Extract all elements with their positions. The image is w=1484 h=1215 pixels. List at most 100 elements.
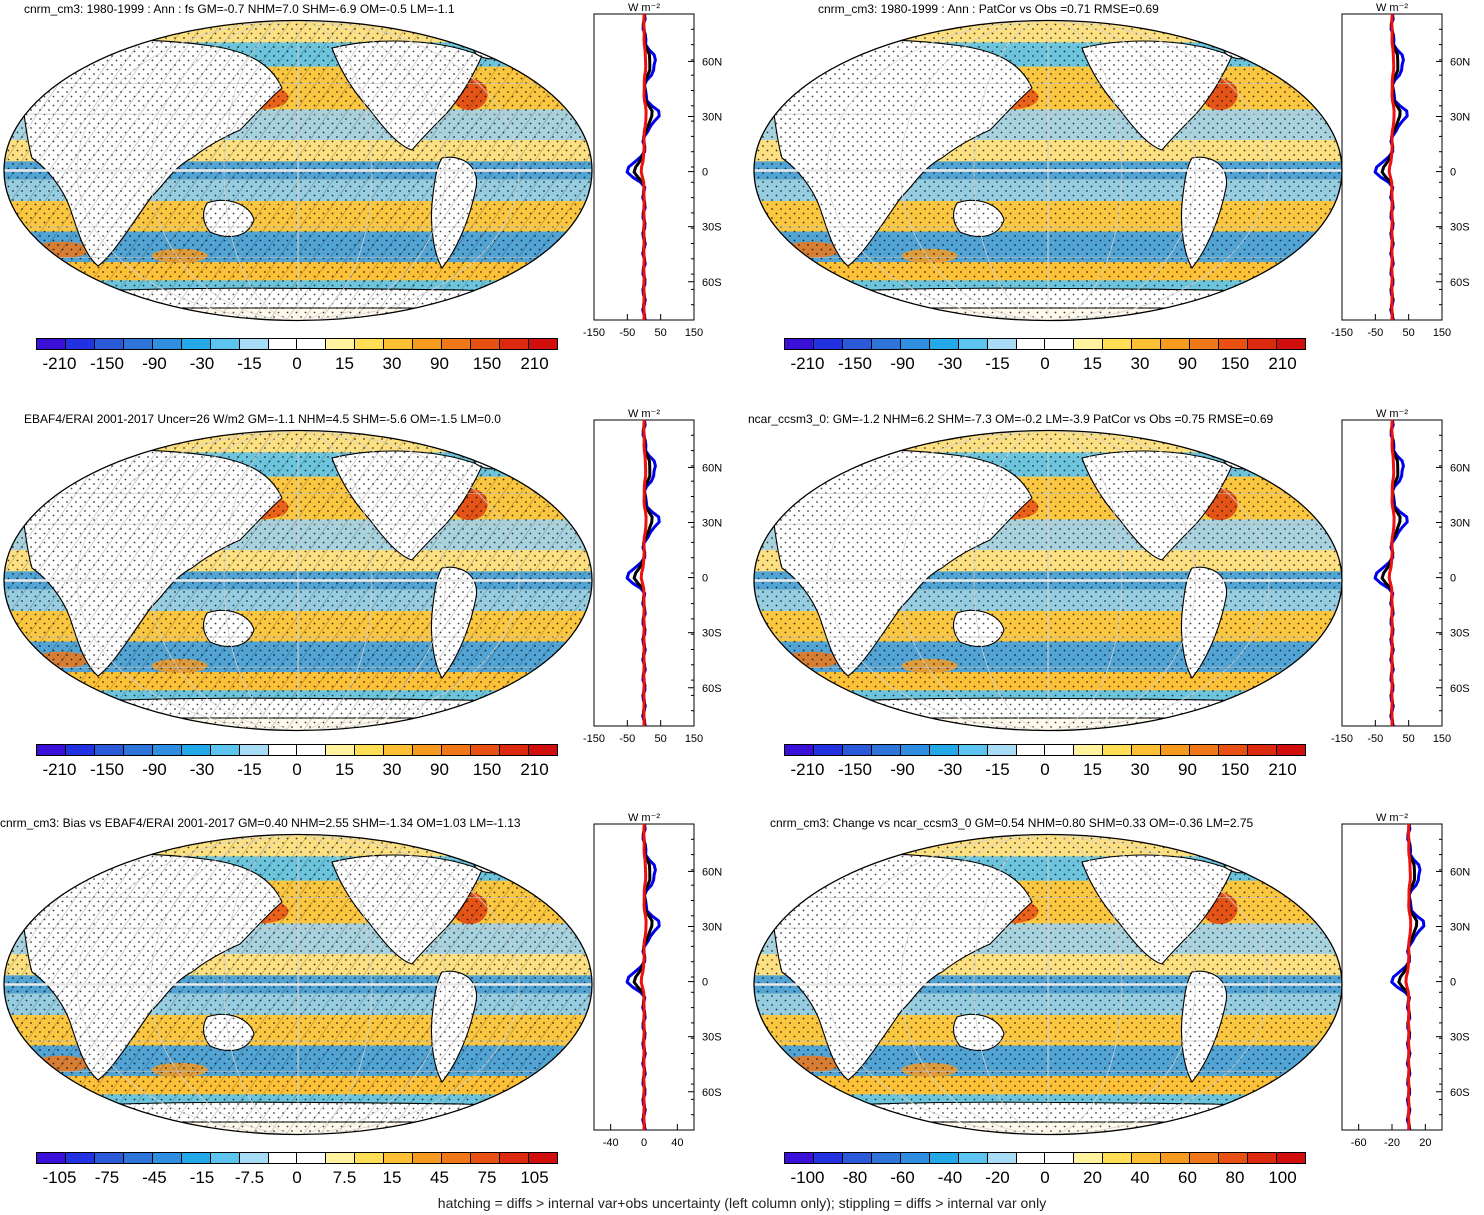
lat-label: 60S [702,1087,722,1099]
colorbar-swatch [384,1153,414,1163]
colorbar-swatch [297,1153,327,1163]
colorbar-label: -30 [189,760,215,779]
colorbar-label: -90 [890,760,915,779]
panel-6: cnrm_cm3: Change vs ncar_ccsm3_0 GM=0.54… [748,808,1484,1198]
zonal-unit: W m⁻² [628,408,660,420]
zonal-unit: W m⁻² [628,812,660,824]
colorbar-swatch [785,339,814,349]
colorbar-swatch [871,1153,901,1163]
colorbar-label: -30 [189,354,215,373]
colorbar-label: 45 [430,1168,449,1187]
colorbar-swatch [37,339,66,349]
colorbar-swatch [210,339,240,349]
colorbar-label: -80 [842,1168,868,1187]
colorbar-swatch [958,339,988,349]
colorbar-swatch [842,745,872,755]
colorbar-swatch [181,1153,211,1163]
colorbar-swatch [958,745,988,755]
x-tick-label: 150 [685,733,703,745]
colorbar-label: -40 [937,1168,963,1187]
x-tick-label: 150 [1433,327,1451,339]
panel-4: ncar_ccsm3_0: GM=-1.2 NHM=6.2 SHM=-7.3 O… [748,404,1484,804]
colorbar-swatch [355,745,385,755]
lat-label: 60N [1450,56,1470,68]
colorbar-swatch [181,339,211,349]
colorbar-swatch [326,339,356,349]
colorbar [36,744,558,756]
colorbar-swatch [239,1153,269,1163]
lat-label: 60S [1450,683,1470,695]
colorbar-swatch [471,339,500,349]
colorbar-label: -30 [937,760,963,779]
colorbar-label: 30 [1130,354,1150,373]
world-map [753,19,1343,322]
colorbar-swatch [152,339,182,349]
lat-label: 0 [702,977,708,989]
colorbar-label: 75 [477,1168,497,1187]
colorbar-swatch [813,1153,843,1163]
panel-1: cnrm_cm3: 1980-1999 : Ann : fs GM=-0.7 N… [0,0,740,400]
zonal-curve-red [1387,419,1396,727]
colorbar-label: 150 [1220,760,1250,779]
panel-5: cnrm_cm3: Bias vs EBAF4/ERAI 2001-2017 G… [0,808,740,1198]
colorbar-swatch [1248,745,1277,755]
colorbar-label: 0 [292,354,302,373]
colorbar-label: 60 [1178,1168,1197,1187]
colorbar-swatch [152,745,182,755]
panel-title: cnrm_cm3: Change vs ncar_ccsm3_0 GM=0.54… [770,816,1254,830]
colorbar-label: -15 [985,354,1010,373]
zonal-curve-red [639,419,648,727]
colorbar-swatch [900,745,930,755]
colorbar-label: 90 [430,354,449,373]
lat-label: 30N [1450,112,1470,124]
colorbar-label: 210 [1268,354,1297,373]
lat-label: 0 [1450,977,1456,989]
colorbar-label: -7.5 [234,1168,265,1187]
colorbar-swatch [268,1153,298,1163]
colorbar-swatch [929,745,959,755]
colorbar-swatch [239,339,269,349]
world-map [3,833,593,1136]
x-tick-label: 50 [655,327,667,339]
colorbar [36,1152,558,1164]
colorbar-label: 15 [382,1168,402,1187]
zonal-curve-red [639,13,648,321]
colorbar-swatch [1132,745,1162,755]
colorbar-swatch [355,1153,385,1163]
colorbar-swatch [785,1153,814,1163]
colorbar-label: -105 [42,1168,77,1187]
colorbar-swatch [842,1153,872,1163]
x-tick-label: -50 [619,733,635,745]
lat-label: 0 [702,573,708,585]
zonal-unit: W m⁻² [1376,408,1408,420]
colorbar-swatch [1103,1153,1133,1163]
colorbar-label: 30 [1130,760,1150,779]
colorbar [784,338,1306,350]
panel-title: EBAF4/ERAI 2001-2017 Uncer=26 W/m2 GM=-1… [24,412,501,426]
colorbar-swatch [528,745,557,755]
colorbar-label: -30 [937,354,963,373]
colorbar-label: 20 [1083,1168,1102,1187]
colorbar-swatch [1103,339,1133,349]
colorbar-swatch [210,1153,240,1163]
colorbar-swatch [987,745,1017,755]
colorbar-label: -150 [89,354,124,373]
lat-label: 30S [1450,222,1470,234]
colorbar-swatch [785,745,814,755]
colorbar-swatch [987,339,1017,349]
colorbar-swatch [929,1153,959,1163]
colorbar-swatch [123,1153,153,1163]
lat-label: 30N [1450,518,1470,530]
colorbar-swatch [1045,339,1075,349]
panel-title: cnrm_cm3: 1980-1999 : Ann : fs GM=-0.7 N… [24,2,455,16]
colorbar-swatch [871,339,901,349]
colorbar-swatch [268,339,298,349]
colorbar-label: -210 [790,354,825,373]
colorbar-label: 30 [382,354,402,373]
colorbar-label: 15 [335,354,354,373]
colorbar [36,338,558,350]
colorbar-swatch [442,1153,472,1163]
colorbar-swatch [413,339,443,349]
zonal-mean-plot: W m⁻² 60N 30N 0 30S 60S -150 -50 50 150 [583,2,722,339]
lat-label: 60N [1450,462,1470,474]
